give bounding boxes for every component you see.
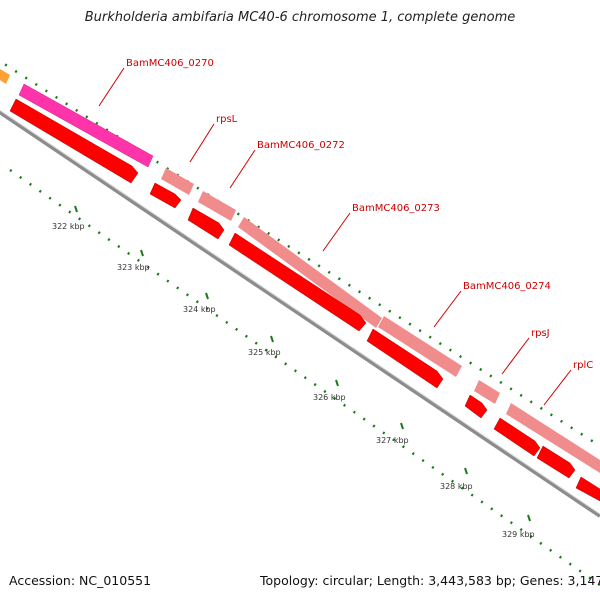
cds-arrow[interactable] <box>149 182 182 209</box>
leader-line <box>433 290 462 328</box>
cds-band <box>9 98 600 502</box>
scale-tick <box>205 292 209 300</box>
gene-label[interactable]: rplC <box>573 360 593 371</box>
leader-line <box>501 337 530 375</box>
tick-label: 329 kbp <box>502 530 535 539</box>
inner-dotted-guide <box>9 168 600 587</box>
map-title: Burkholderia ambifaria MC40-6 chromosome… <box>84 10 516 25</box>
scale-labels: 322 kbp 323 kbp 324 kbp 325 kbp 326 kbp … <box>52 222 535 539</box>
scale-tick <box>400 422 404 430</box>
cds-arrow[interactable] <box>228 232 367 332</box>
leader-line <box>322 212 351 252</box>
scale-tick <box>335 379 339 387</box>
cds-arrow[interactable] <box>9 98 139 184</box>
gene-segment-bammc406-0273[interactable] <box>238 217 382 328</box>
tick-label: 325 kbp <box>248 348 281 357</box>
cds-arrow[interactable] <box>464 394 488 419</box>
gene-label[interactable]: rpsL <box>216 114 238 125</box>
cds-arrow[interactable] <box>187 207 225 240</box>
leader-line <box>98 67 125 107</box>
chromosome-backbone-highlight <box>0 109 600 515</box>
gene-label-leaders <box>98 67 572 406</box>
tick-label: 327 kbp <box>376 436 409 445</box>
gene-label[interactable]: rpsJ <box>531 328 550 339</box>
scale-tick <box>270 335 274 343</box>
gene-label[interactable]: BamMC406_0273 <box>352 203 440 214</box>
chromosome-backbone <box>0 109 600 518</box>
scale-tick <box>527 514 531 522</box>
gene-segment-rpsj[interactable] <box>474 380 500 404</box>
gene-labels: BamMC406_0270 rpsL BamMC406_0272 BamMC40… <box>126 58 593 371</box>
tick-label: 322 kbp <box>52 222 85 231</box>
cds-arrow[interactable] <box>366 328 444 389</box>
accession-text: Accession: NC_010551 <box>9 573 152 588</box>
cds-arrow[interactable] <box>536 445 576 479</box>
cds-arrow[interactable] <box>575 476 600 502</box>
tick-label: 324 kbp <box>183 305 216 314</box>
gene-label[interactable]: BamMC406_0272 <box>257 140 345 151</box>
scale-tick <box>74 205 78 213</box>
cds-arrow[interactable] <box>493 417 541 457</box>
gene-label[interactable]: BamMC406_0274 <box>463 281 551 292</box>
tick-label: 326 kbp <box>313 393 346 402</box>
outer-dotted-guide <box>0 59 600 448</box>
tick-label: 328 kbp <box>440 482 473 491</box>
topology-text: Topology: circular; Length: 3,443,583 bp… <box>260 573 600 588</box>
gene-segment-rpsl[interactable] <box>161 168 194 195</box>
leader-line <box>543 369 572 406</box>
gene-label[interactable]: BamMC406_0270 <box>126 58 214 69</box>
tick-label: 323 kbp <box>117 263 150 272</box>
scale-tick <box>140 249 144 257</box>
gene-segment-rplc[interactable] <box>506 403 600 473</box>
scale-tick <box>464 467 468 475</box>
leader-line <box>189 123 215 163</box>
gene-band <box>0 66 600 473</box>
gene-segment-bammc406-0274[interactable] <box>378 316 462 377</box>
gene-segment-bammc406-0270[interactable] <box>18 83 154 168</box>
gene-orange[interactable] <box>0 66 10 84</box>
major-ticks <box>74 205 531 522</box>
leader-line <box>229 149 256 189</box>
gene-segment-bammc406-0272[interactable] <box>198 191 236 221</box>
